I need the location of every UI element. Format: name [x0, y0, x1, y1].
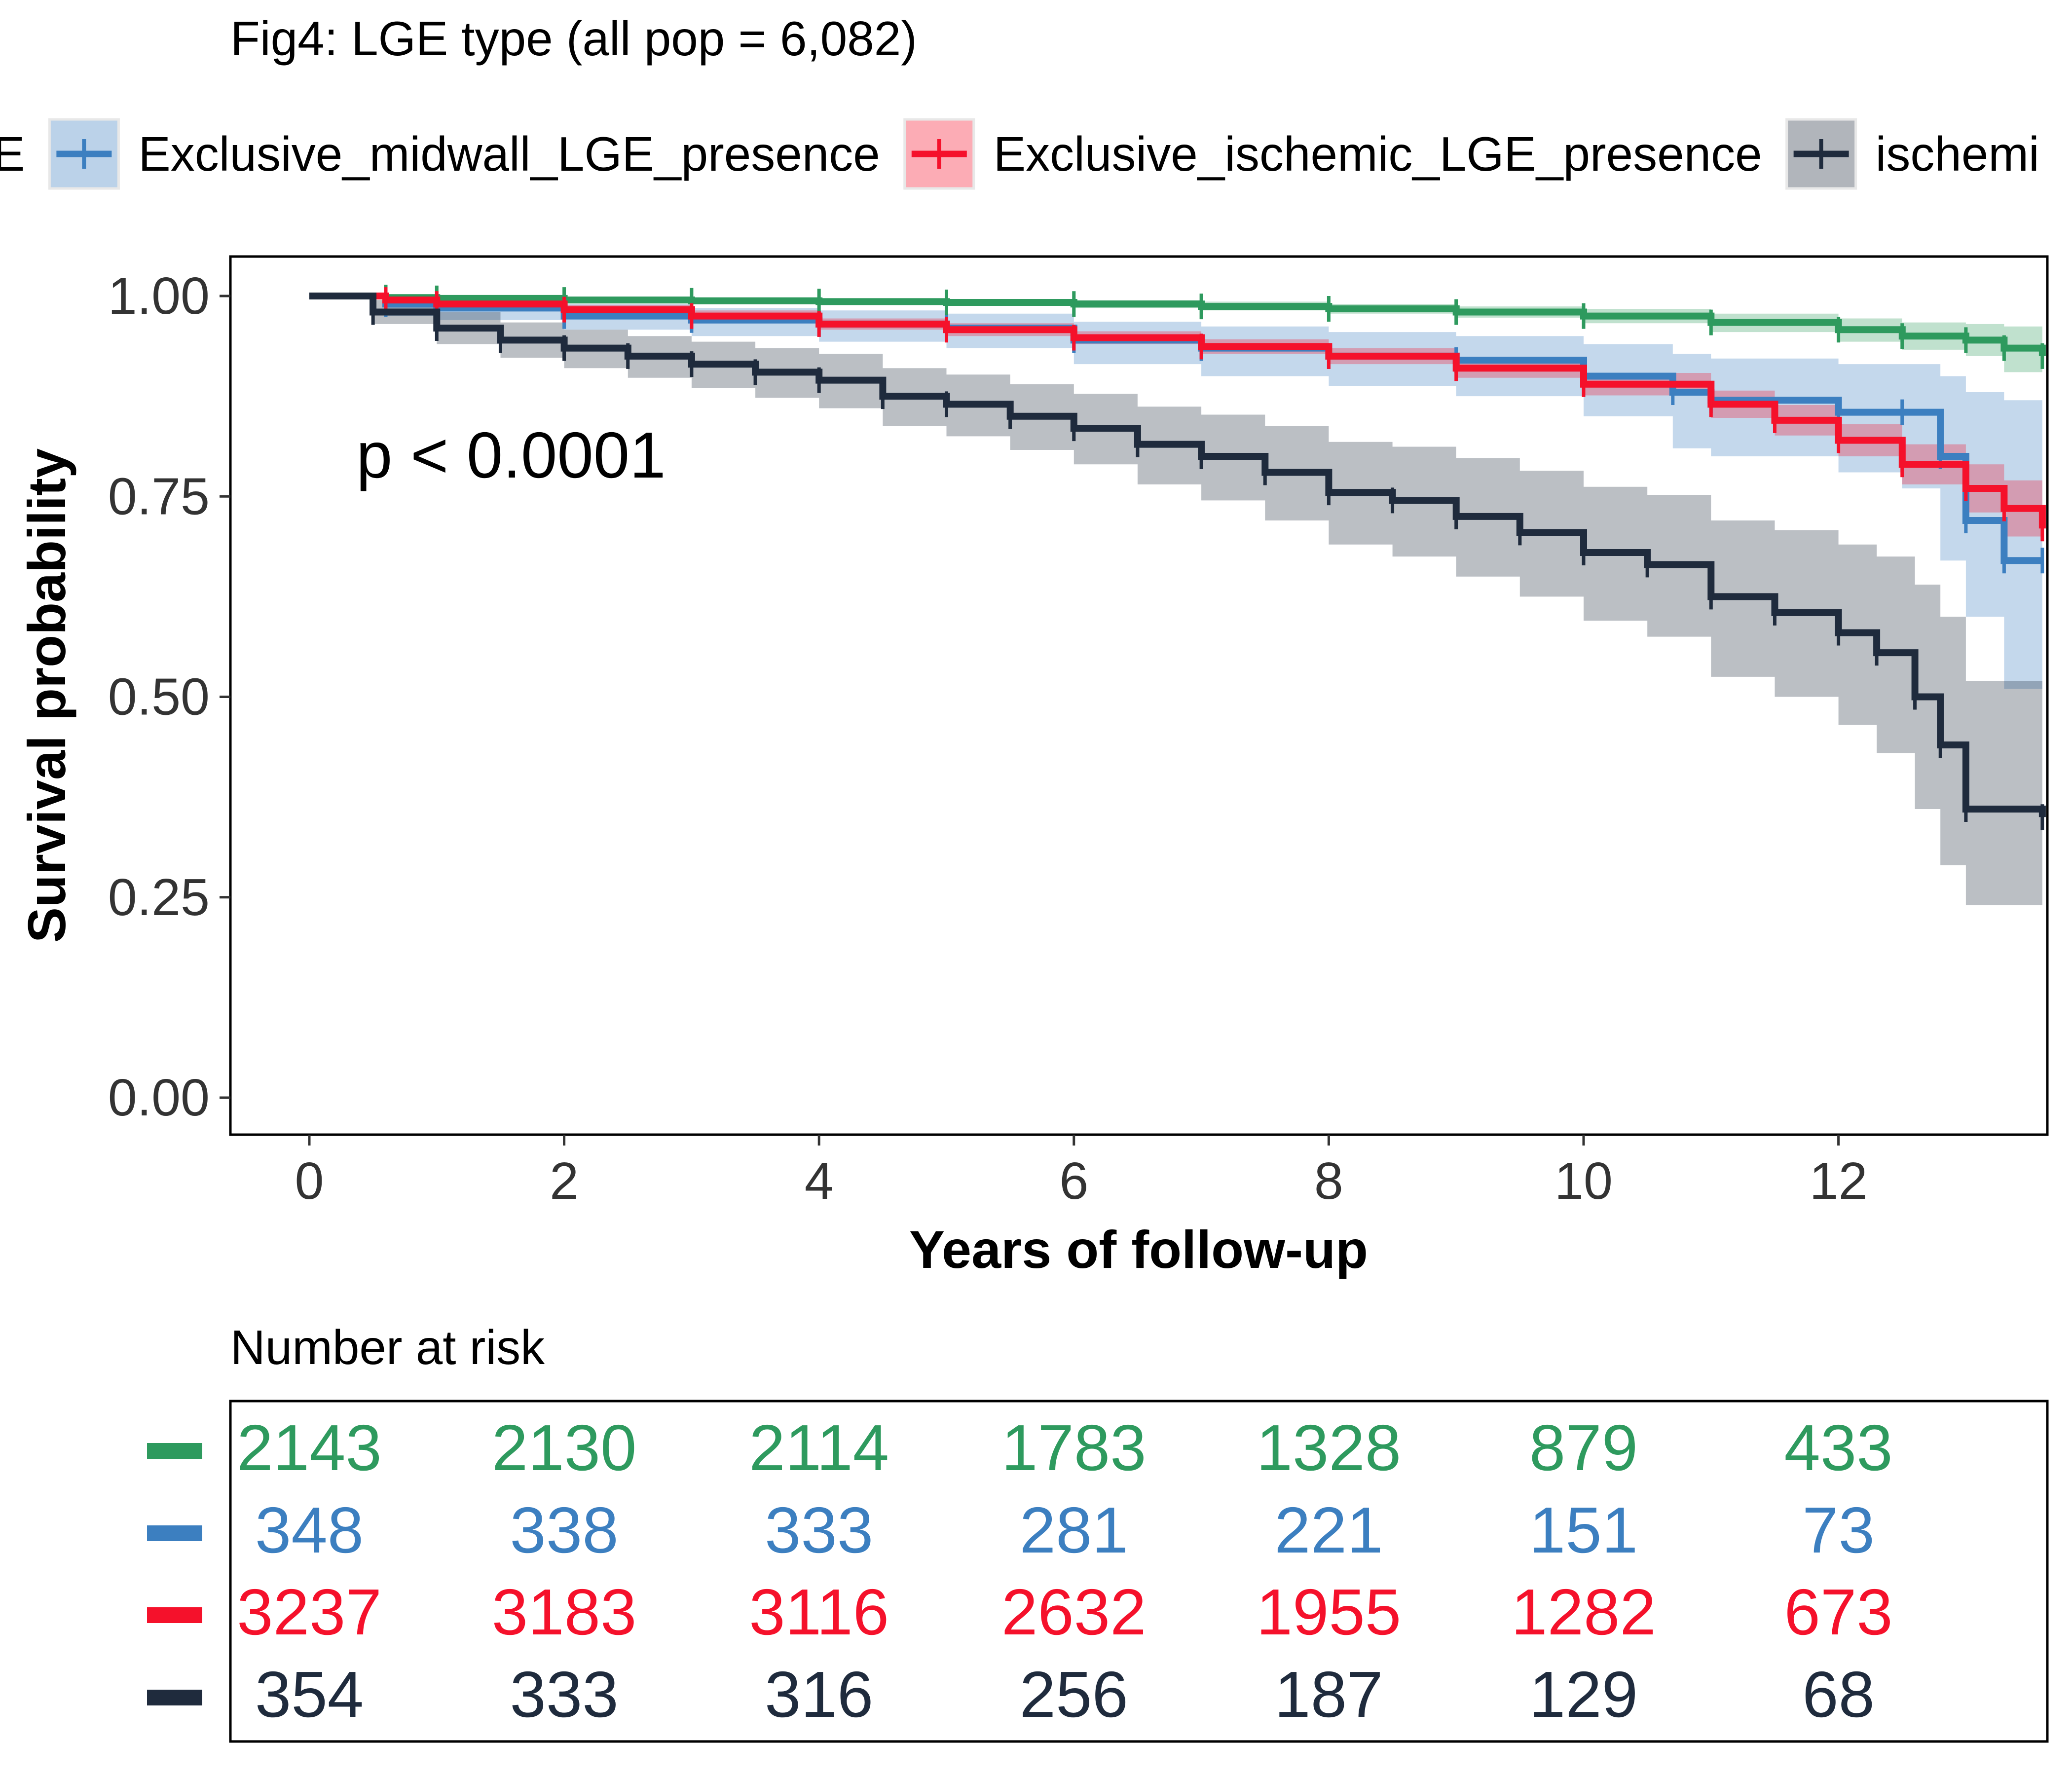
- risk-count: 333: [510, 1658, 618, 1731]
- censor-marks-4: [371, 299, 2044, 830]
- risk-row-swatch: [147, 1607, 202, 1623]
- risk-count: 338: [510, 1494, 618, 1566]
- risk-count: 1783: [1001, 1411, 1147, 1484]
- curves-group: [309, 285, 2046, 905]
- x-tick-label: 12: [1810, 1152, 1868, 1210]
- legend-label: ischemi: [1876, 127, 2039, 181]
- risk-count: 3116: [749, 1576, 889, 1648]
- risk-count: 2632: [1001, 1576, 1147, 1648]
- risk-count: 281: [1020, 1494, 1128, 1566]
- x-tick-label: 10: [1554, 1152, 1613, 1210]
- risk-count: 221: [1274, 1494, 1383, 1566]
- risk-count: 151: [1529, 1494, 1638, 1566]
- risk-count: 2114: [749, 1411, 889, 1484]
- x-tick-label: 4: [805, 1152, 834, 1210]
- x-tick-label: 8: [1314, 1152, 1343, 1210]
- risk-count: 1282: [1511, 1576, 1656, 1648]
- legend-label: E: [0, 127, 25, 181]
- risk-count: 316: [765, 1658, 873, 1731]
- legend-label: Exclusive_midwall_LGE_presence: [138, 127, 880, 181]
- y-tick-label: 0.75: [108, 467, 210, 525]
- y-tick-label: 0.00: [108, 1069, 210, 1127]
- y-tick-label: 0.25: [108, 868, 210, 926]
- risk-count: 354: [255, 1658, 364, 1731]
- risk-count: 73: [1802, 1494, 1875, 1566]
- risk-row-swatch: [147, 1690, 202, 1705]
- risk-count: 3183: [492, 1576, 637, 1648]
- confidence-band-2: [309, 296, 2042, 689]
- risk-count: 879: [1529, 1411, 1638, 1484]
- axes: 0 2 4 6 8 10 12 0.00 0.25 0.50 0.75 1.00: [108, 267, 1868, 1210]
- risk-count: 1955: [1257, 1576, 1402, 1648]
- risk-count: 673: [1784, 1576, 1892, 1648]
- plot-layer: [309, 285, 2046, 905]
- risk-count: 333: [765, 1494, 873, 1566]
- risk-table-panel: [229, 1400, 2049, 1743]
- risk-count: 3237: [237, 1576, 382, 1648]
- risk-count: 129: [1529, 1658, 1638, 1731]
- risk-row-swatch: [147, 1443, 202, 1459]
- y-tick-label: 0.50: [108, 668, 210, 726]
- y-tick-label: 1.00: [108, 267, 210, 325]
- legend-item-1: E: [0, 127, 25, 181]
- risk-count: 68: [1802, 1658, 1875, 1731]
- legend-item-3: Exclusive_ischemic_LGE_presence: [903, 118, 1762, 190]
- risk-count: 2130: [492, 1411, 637, 1484]
- legend-item-2: Exclusive_midwall_LGE_presence: [48, 118, 880, 190]
- confidence-band-4: [309, 296, 2042, 905]
- risk-table: 2143 2130 2114 1783 1328 879 433 348 338 333 281 22…: [147, 1411, 1893, 1731]
- legend-label: Exclusive_ischemic_LGE_presence: [994, 127, 1762, 181]
- legend-item-4: ischemi: [1785, 118, 2039, 190]
- x-tick-label: 2: [550, 1152, 579, 1210]
- risk-count: 433: [1784, 1411, 1892, 1484]
- censor-marks-3: [384, 287, 2044, 542]
- y-axis-label: Survival probability: [17, 448, 76, 943]
- legend: E Exclusive_midwall_LGE_presence Exclusive…: [0, 118, 2039, 190]
- risk-count: 256: [1020, 1658, 1128, 1731]
- x-tick-label: 6: [1059, 1152, 1088, 1210]
- risk-table-title: Number at risk: [230, 1320, 545, 1374]
- risk-count: 2143: [237, 1411, 382, 1484]
- x-axis-label: Years of follow-up: [909, 1220, 1368, 1279]
- risk-count: 1328: [1257, 1411, 1402, 1484]
- x-tick-label: 0: [295, 1152, 324, 1210]
- risk-count: 187: [1274, 1658, 1383, 1731]
- risk-row-swatch: [147, 1525, 202, 1541]
- risk-count: 348: [255, 1494, 364, 1566]
- chart-title: Fig4: LGE type (all pop = 6,082): [230, 11, 917, 66]
- p-value-annotation: p < 0.0001: [356, 419, 666, 491]
